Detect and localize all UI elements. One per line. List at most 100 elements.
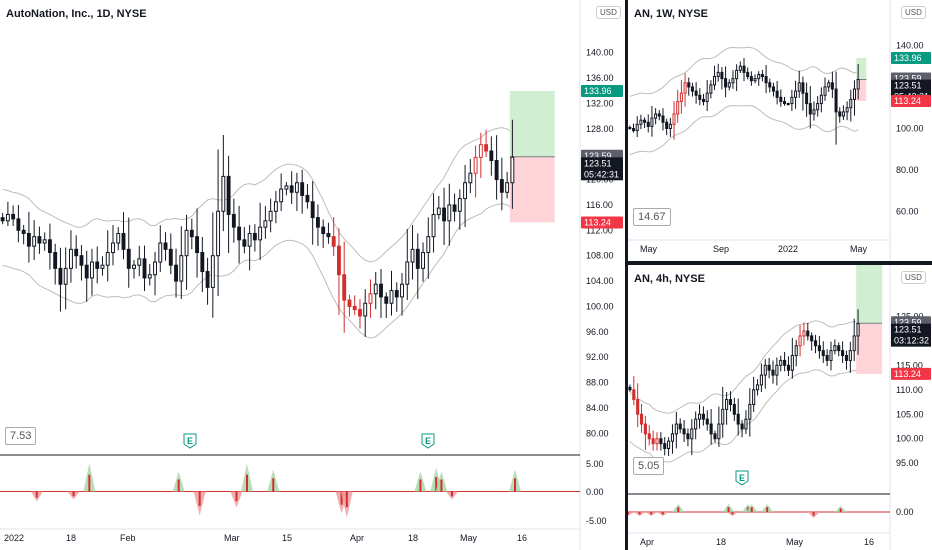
candle-body <box>678 423 682 430</box>
candle-body <box>74 248 79 257</box>
four-hour-currency-label[interactable]: USD <box>901 271 926 284</box>
candle-body <box>90 261 94 279</box>
candle-body <box>379 283 383 298</box>
candle-body <box>786 364 791 371</box>
target-price-badge: 133.96 <box>894 53 922 63</box>
candle-body <box>352 305 357 311</box>
candle-body <box>679 92 683 102</box>
candle-body <box>771 369 775 376</box>
candle-body <box>457 198 462 212</box>
candle-body <box>732 403 736 415</box>
candle-body <box>701 413 705 420</box>
candle-body <box>821 350 825 357</box>
price-tick-label: 100.00 <box>896 124 924 134</box>
candle-body <box>829 350 833 361</box>
position-profit-zone <box>509 91 555 157</box>
candle-body <box>783 359 787 366</box>
candle-body <box>717 423 721 440</box>
four-hour-chart-pane[interactable]: 125.00120.00115.00110.00105.00100.0095.0… <box>628 265 932 550</box>
candle-body <box>16 218 21 231</box>
upper-band-line <box>629 46 859 97</box>
candle-body <box>676 100 680 115</box>
candle-body <box>258 226 263 241</box>
candle-body <box>764 76 768 84</box>
candle-body <box>126 248 131 269</box>
candle-body <box>830 82 834 90</box>
time-axis-label: May <box>640 244 658 254</box>
pane-divider-horizontal[interactable] <box>628 261 932 265</box>
price-tick-label: 132.00 <box>586 98 614 108</box>
earnings-marker-icon <box>183 433 197 449</box>
candle-body <box>812 109 816 115</box>
candle-body <box>268 210 273 222</box>
candle-body <box>651 438 655 445</box>
countdown-badge: 03:12:32 <box>894 336 929 346</box>
countdown-badge: 05:42:31 <box>584 169 619 179</box>
candle-body <box>639 119 643 125</box>
stop-price-badge-bg <box>891 367 931 380</box>
candle-body <box>694 418 698 430</box>
candle-body <box>748 403 752 420</box>
price-tick-label: 95.00 <box>896 458 919 468</box>
candle-body <box>168 248 173 266</box>
candle-body <box>635 123 639 132</box>
candle-body <box>841 350 845 357</box>
candle-body <box>79 255 84 266</box>
candle-body <box>779 359 783 366</box>
main-indicator-value: 7.53 <box>5 427 37 445</box>
candle-body <box>736 413 740 425</box>
current-price-badge-bg <box>581 157 623 181</box>
candle-body <box>768 82 772 88</box>
lower-band-line <box>629 369 859 463</box>
candle-body <box>95 261 100 269</box>
candle-body <box>294 182 299 193</box>
candle-body <box>363 302 368 317</box>
candle-body <box>63 267 68 285</box>
main-chart-svg[interactable]: 140.00136.00132.00128.00124.00120.00116.… <box>0 0 625 550</box>
candle-body <box>735 69 739 80</box>
candle-body <box>499 179 504 193</box>
price-tick-label: 60.00 <box>896 207 919 217</box>
candle-body <box>358 309 362 317</box>
candle-body <box>47 239 52 254</box>
candle-body <box>682 428 686 435</box>
candle-body <box>752 389 756 405</box>
main-chart-pane[interactable]: 140.00136.00132.00128.00124.00120.00116.… <box>0 0 625 550</box>
candle-body <box>794 345 798 357</box>
position-profit-zone <box>856 57 867 80</box>
candle-body <box>510 156 515 184</box>
four-hour-chart-svg[interactable]: 125.00120.00115.00110.00105.00100.0095.0… <box>628 265 932 550</box>
candle-body <box>21 229 26 234</box>
four-hour-chart-title: AN, 4h, NYSE <box>634 273 705 285</box>
weekly-chart-pane[interactable]: 140.00120.00100.0080.0060.00133.96123.59… <box>628 0 932 261</box>
time-axis-label: Apr <box>640 537 654 547</box>
weekly-currency-label[interactable]: USD <box>901 6 926 19</box>
main-currency-label[interactable]: USD <box>596 6 621 19</box>
entry-price-badge: 123.59 <box>894 73 922 83</box>
candle-body <box>813 340 818 347</box>
pane-divider-vertical[interactable] <box>625 0 628 550</box>
candle-body <box>468 172 473 184</box>
candle-body <box>790 96 794 105</box>
candle-body <box>184 229 189 257</box>
candle-body <box>242 239 247 247</box>
weekly-chart-svg[interactable]: 140.00120.00100.0080.0060.00133.96123.59… <box>628 0 932 261</box>
candle-body <box>494 160 499 181</box>
candle-body <box>84 264 89 279</box>
candle-body <box>749 76 753 82</box>
candle-body <box>753 78 757 82</box>
oscillator-tick-label: 0.00 <box>896 507 914 517</box>
candle-body <box>856 79 860 90</box>
price-tick-label: 108.00 <box>586 251 614 261</box>
candle-body <box>759 374 763 386</box>
candle-body <box>210 255 215 288</box>
candle-body <box>105 252 110 266</box>
candle-body <box>632 128 636 132</box>
time-axis-label: 2022 <box>778 244 798 254</box>
position-loss-zone <box>856 79 867 101</box>
candle-body <box>436 207 441 215</box>
candle-body <box>841 111 845 117</box>
candle-body <box>746 71 750 78</box>
candle-body <box>806 330 810 337</box>
candle-body <box>37 236 42 244</box>
